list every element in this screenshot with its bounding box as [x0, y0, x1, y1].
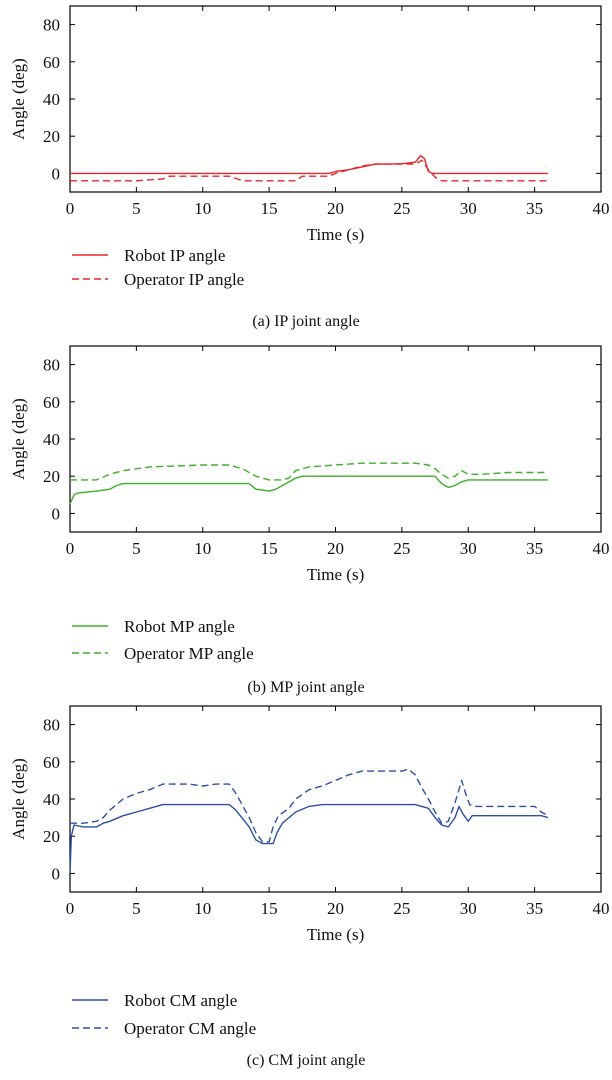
chart-cm-joint-angle: 0 5 10 15 20 25 30 35 40 0 20 40 60 80 Time (s) Angle (…: [0, 700, 612, 1069]
x-tick-label: 40: [593, 899, 610, 918]
y-tick-label: 40: [43, 90, 60, 109]
y-axis-label: Angle (deg): [9, 58, 28, 140]
series-line-solid: [70, 155, 548, 175]
x-tick-label: 30: [460, 199, 477, 218]
chart-ip-joint-angle: 0 5 10 15 20 25 30 35 40 0 20 40 60 80 Time (s) Angle (…: [0, 0, 612, 360]
x-tick-label: 0: [66, 199, 75, 218]
x-tick-label: 15: [261, 539, 278, 558]
x-tick-label: 40: [593, 199, 610, 218]
legend-label: Robot MP angle: [124, 617, 235, 636]
series-line-dashed: [70, 462, 548, 481]
plot-frame: [69, 705, 602, 893]
y-tick-label: 0: [52, 164, 61, 183]
x-tick-label: 30: [460, 899, 477, 918]
legend-label: Robot CM angle: [124, 991, 237, 1010]
x-tick-label: 0: [66, 539, 75, 558]
chart-svg: 0 5 10 15 20 25 30 35 40 0 20 40 60 80 Time (s) Angle (…: [9, 5, 610, 330]
legend-label: Robot IP angle: [124, 246, 225, 265]
y-tick-label: 40: [43, 790, 60, 809]
x-tick-label: 20: [327, 899, 344, 918]
x-tick-label: 40: [593, 539, 610, 558]
x-tick-label: 10: [194, 899, 211, 918]
x-tick-label: 5: [132, 539, 141, 558]
legend-label: Operator MP angle: [124, 644, 254, 663]
x-tick-label: 35: [526, 199, 543, 218]
chart-svg: 0 5 10 15 20 25 30 35 40 0 20 40 60 80 Time (s) Angle (…: [9, 705, 610, 1069]
x-tick-label: 35: [526, 899, 543, 918]
x-tick-label: 10: [194, 199, 211, 218]
x-axis-label: Time (s): [307, 225, 364, 244]
y-tick-label: 0: [52, 504, 61, 523]
x-tick-label: 25: [393, 899, 410, 918]
y-tick-label: 60: [43, 753, 60, 772]
chart-svg: 0 5 10 15 20 25 30 35 40 0 20 40 60 80 Time (s) Angle (…: [9, 345, 610, 696]
x-tick-label: 5: [132, 899, 141, 918]
chart-mp-joint-angle: 0 5 10 15 20 25 30 35 40 0 20 40 60 80 Time (s) Angle (…: [0, 340, 612, 700]
y-tick-label: 0: [52, 864, 61, 883]
series-line-solid: [69, 475, 548, 505]
x-tick-label: 20: [327, 539, 344, 558]
plot-frame: [69, 345, 602, 533]
chart-caption: (a) IP joint angle: [252, 313, 359, 330]
y-tick-label: 20: [43, 827, 60, 846]
y-tick-label: 80: [43, 356, 60, 375]
series-line-dashed: [70, 768, 549, 843]
x-tick-label: 15: [261, 899, 278, 918]
x-tick-label: 20: [327, 199, 344, 218]
chart-caption: (b) MP joint angle: [247, 679, 364, 696]
y-tick-label: 40: [43, 430, 60, 449]
y-tick-label: 60: [43, 53, 60, 72]
x-axis-label: Time (s): [307, 925, 364, 944]
x-tick-label: 30: [460, 539, 477, 558]
chart-caption: (c) CM joint angle: [247, 1052, 366, 1069]
x-tick-label: 25: [393, 199, 410, 218]
y-axis-label: Angle (deg): [9, 398, 28, 480]
legend-label: Operator IP angle: [124, 270, 244, 289]
x-tick-label: 35: [526, 539, 543, 558]
y-axis-label: Angle (deg): [9, 758, 28, 840]
series-line-dashed: [70, 159, 548, 182]
y-tick-label: 80: [43, 16, 60, 35]
x-tick-label: 10: [194, 539, 211, 558]
x-axis-label: Time (s): [307, 565, 364, 584]
x-tick-label: 5: [132, 199, 141, 218]
legend-label: Operator CM angle: [124, 1019, 256, 1038]
y-tick-label: 60: [43, 393, 60, 412]
x-tick-label: 15: [261, 199, 278, 218]
y-tick-label: 20: [43, 467, 60, 486]
y-tick-label: 20: [43, 127, 60, 146]
plot-frame: [69, 5, 602, 193]
y-tick-label: 80: [43, 716, 60, 735]
x-tick-label: 25: [393, 539, 410, 558]
x-tick-label: 0: [66, 899, 75, 918]
series-line-solid: [69, 803, 549, 874]
